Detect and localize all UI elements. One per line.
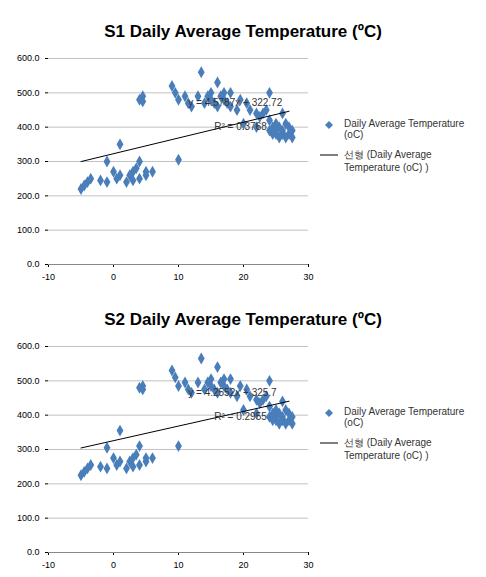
svg-text:0.0: 0.0	[27, 547, 40, 557]
svg-text:20: 20	[238, 272, 248, 282]
svg-text:0: 0	[111, 272, 116, 282]
svg-text:300.0: 300.0	[17, 156, 40, 166]
html-text:선형 (Daily Average Temperature: 선형 (Daily Average Temperature (oC) )	[344, 149, 432, 173]
svg-text:30: 30	[303, 560, 313, 570]
svg-text:200.0: 200.0	[17, 479, 40, 489]
svg-text:200.0: 200.0	[17, 191, 40, 201]
html-text:선형 (Daily Average Temperature: 선형 (Daily Average Temperature (oC) )	[344, 437, 432, 461]
svg-text:400.0: 400.0	[17, 122, 40, 132]
svg-text:600.0: 600.0	[17, 53, 40, 63]
svg-text:500.0: 500.0	[17, 88, 40, 98]
svg-text:0: 0	[111, 560, 116, 570]
svg-text:10: 10	[173, 272, 183, 282]
html-text:Daily Average Temperature (oC): Daily Average Temperature (oC)	[344, 406, 465, 428]
svg-text:0.0: 0.0	[27, 259, 40, 269]
svg-text:-10: -10	[42, 560, 55, 570]
svg-text:300.0: 300.0	[17, 444, 40, 454]
svg-text:100.0: 100.0	[17, 225, 40, 235]
html-text:Daily Average Temperature (oC): Daily Average Temperature (oC)	[344, 118, 465, 140]
svg-text:10: 10	[173, 560, 183, 570]
html-text:S2 Daily Average Temperature (: S2 Daily Average Temperature (ºC)	[104, 310, 382, 329]
svg-text:y = 4.5787x + 322.72: y = 4.5787x + 322.72	[188, 97, 282, 108]
svg-text:100.0: 100.0	[17, 513, 40, 523]
svg-text:30: 30	[303, 272, 313, 282]
svg-text:R² = 0.2955: R² = 0.2955	[214, 411, 267, 422]
svg-text:-10: -10	[42, 272, 55, 282]
svg-text:400.0: 400.0	[17, 410, 40, 420]
svg-text:y = 4.2552x + 325.7: y = 4.2552x + 325.7	[188, 387, 277, 398]
svg-text:20: 20	[238, 560, 248, 570]
svg-text:600.0: 600.0	[17, 341, 40, 351]
html-text:S1 Daily Average Temperature (: S1 Daily Average Temperature (ºC)	[104, 22, 382, 41]
svg-text:R² = 0.3768: R² = 0.3768	[214, 121, 267, 132]
svg-text:500.0: 500.0	[17, 376, 40, 386]
